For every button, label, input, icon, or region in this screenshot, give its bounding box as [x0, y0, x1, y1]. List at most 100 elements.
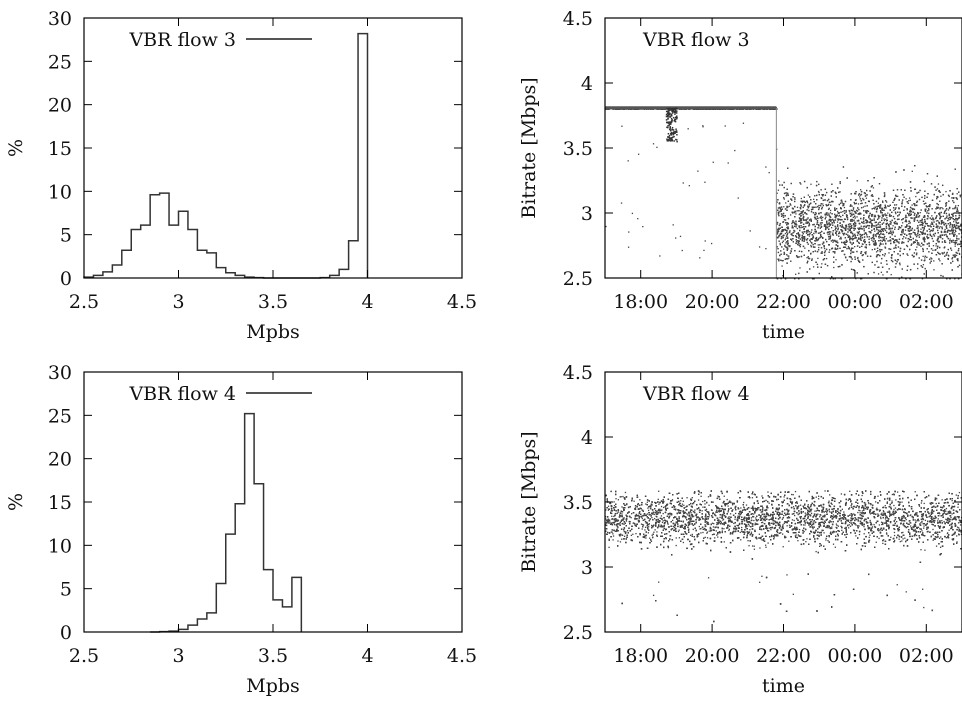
- data-point: [813, 278, 815, 280]
- data-point: [888, 205, 890, 207]
- data-point: [947, 194, 950, 196]
- data-point: [945, 224, 948, 227]
- data-point: [892, 201, 894, 204]
- data-point: [642, 225, 644, 228]
- data-point: [956, 222, 959, 224]
- data-point: [817, 244, 819, 246]
- data-point: [940, 215, 942, 218]
- data-point: [782, 212, 785, 215]
- data-point: [893, 209, 895, 212]
- data-point: [825, 248, 828, 251]
- data-point: [799, 222, 802, 224]
- data-point: [930, 257, 932, 259]
- data-point: [942, 215, 944, 217]
- data-point: [800, 219, 803, 221]
- histogram-bin: [122, 250, 131, 278]
- data-point: [775, 108, 777, 110]
- data-point: [781, 214, 784, 216]
- data-point: [871, 194, 873, 196]
- data-point: [860, 202, 862, 205]
- data-point: [838, 215, 840, 217]
- data-point: [835, 208, 838, 210]
- data-point: [848, 223, 851, 225]
- data-point: [808, 235, 811, 237]
- data-point: [758, 246, 761, 248]
- data-point: [859, 235, 862, 238]
- data-point: [801, 234, 803, 237]
- data-point: [882, 274, 884, 276]
- data-point: [856, 231, 858, 233]
- data-point: [839, 222, 841, 225]
- data-point: [958, 252, 960, 255]
- data-point: [925, 223, 927, 225]
- data-point: [796, 227, 799, 230]
- data-point: [931, 215, 933, 217]
- data-point: [906, 216, 908, 219]
- data-point: [822, 204, 824, 207]
- data-point: [840, 211, 842, 213]
- data-point: [926, 235, 928, 238]
- data-point: [628, 231, 630, 233]
- data-point: [879, 230, 882, 233]
- data-point: [828, 222, 830, 224]
- data-point: [791, 225, 793, 227]
- data-point: [854, 245, 856, 248]
- data-point: [876, 247, 879, 249]
- data-point: [876, 226, 878, 229]
- data-point: [862, 197, 864, 200]
- data-point: [781, 241, 784, 244]
- data-point: [785, 202, 787, 204]
- data-point: [616, 108, 618, 110]
- data-point: [783, 219, 786, 221]
- data-point: [806, 213, 808, 215]
- data-point: [716, 108, 719, 110]
- data-point: [687, 128, 689, 130]
- legend-label: VBR flow 3: [128, 29, 236, 51]
- data-point: [850, 232, 853, 234]
- data-point: [811, 258, 813, 260]
- data-point: [889, 239, 891, 241]
- data-point: [911, 170, 913, 172]
- data-point: [787, 237, 789, 239]
- y-tick-label: 25: [48, 51, 72, 73]
- data-point: [871, 239, 873, 241]
- data-point: [887, 212, 889, 214]
- data-point: [806, 202, 809, 204]
- data-point: [892, 230, 894, 232]
- data-point: [952, 192, 954, 195]
- data-point: [923, 244, 925, 246]
- data-point: [810, 244, 812, 247]
- data-point: [874, 264, 876, 266]
- data-point: [675, 237, 677, 239]
- plot-frame: [83, 17, 463, 279]
- data-point: [938, 240, 940, 242]
- data-point: [815, 218, 818, 220]
- data-point: [939, 260, 941, 262]
- data-point: [955, 254, 958, 257]
- data-point: [818, 204, 820, 207]
- y-tick-label: 5: [60, 225, 72, 247]
- data-point: [824, 213, 826, 215]
- data-point: [948, 216, 951, 219]
- data-point: [943, 223, 945, 225]
- data-point: [784, 244, 786, 246]
- data-point: [829, 212, 832, 214]
- data-point: [615, 108, 617, 110]
- x-tick-label: 4: [361, 291, 373, 313]
- data-point: [868, 214, 871, 217]
- data-point: [703, 249, 705, 252]
- data-point: [916, 252, 918, 254]
- data-point: [955, 220, 957, 222]
- data-point: [815, 211, 817, 214]
- data-point: [954, 232, 956, 234]
- data-point: [702, 108, 704, 110]
- data-point: [899, 264, 901, 266]
- data-point: [916, 219, 919, 222]
- data-point: [783, 206, 785, 208]
- data-point: [924, 257, 926, 259]
- data-point: [851, 236, 854, 238]
- data-point: [795, 220, 797, 222]
- data-point: [652, 143, 655, 145]
- data-point: [878, 230, 881, 233]
